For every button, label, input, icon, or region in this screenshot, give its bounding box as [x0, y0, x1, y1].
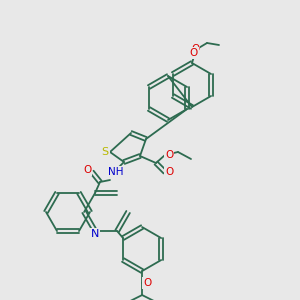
Text: NH: NH	[108, 167, 124, 177]
Text: N: N	[91, 229, 99, 239]
Text: O: O	[83, 165, 91, 175]
Text: S: S	[101, 147, 109, 157]
Text: O: O	[165, 167, 173, 177]
Text: O: O	[143, 278, 151, 288]
Text: O: O	[190, 48, 198, 58]
Text: O: O	[165, 150, 173, 160]
Text: O: O	[191, 44, 199, 54]
